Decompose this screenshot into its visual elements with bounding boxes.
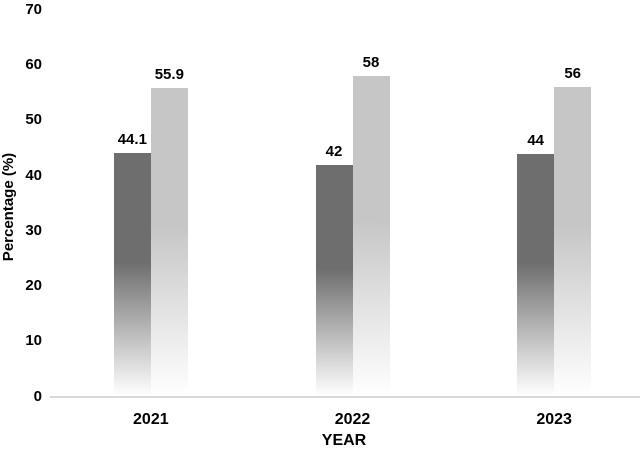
bar-dark-gray-series-2022 — [315, 164, 353, 397]
y-axis-tick-label: 10 — [25, 332, 42, 350]
y-axis-tick-label: 20 — [25, 277, 42, 295]
bar-light-gray-series-2023 — [554, 87, 592, 397]
bar-light-gray-series-2021 — [150, 87, 188, 397]
y-axis-tick-label: 50 — [25, 111, 42, 129]
y-axis-tick-label: 40 — [25, 166, 42, 184]
x-axis-line — [50, 396, 640, 398]
bar-dark-gray-series-2021 — [113, 153, 151, 397]
bar-dark-gray-series-2023 — [517, 153, 555, 397]
data-label: 58 — [362, 54, 380, 72]
y-axis-tick-label: 60 — [25, 56, 42, 74]
y-axis-tick-label: 0 — [33, 387, 42, 405]
data-label: 44.1 — [117, 131, 147, 148]
x-axis-title: YEAR — [321, 432, 367, 449]
x-axis-tick-label: 2022 — [334, 411, 371, 428]
data-label: 42 — [325, 142, 343, 160]
y-axis-tick-label: 30 — [25, 221, 42, 239]
y-axis-tick-label: 70 — [25, 1, 42, 18]
y-axis-title: Percentage (%) — [0, 152, 17, 262]
data-label: 56 — [564, 65, 581, 83]
x-axis-tick-label: 2021 — [133, 411, 169, 428]
x-axis-tick-label: 2023 — [536, 411, 572, 428]
bar-light-gray-series-2022 — [352, 76, 390, 397]
data-label: 55.9 — [154, 65, 184, 83]
data-label: 44 — [527, 131, 544, 149]
